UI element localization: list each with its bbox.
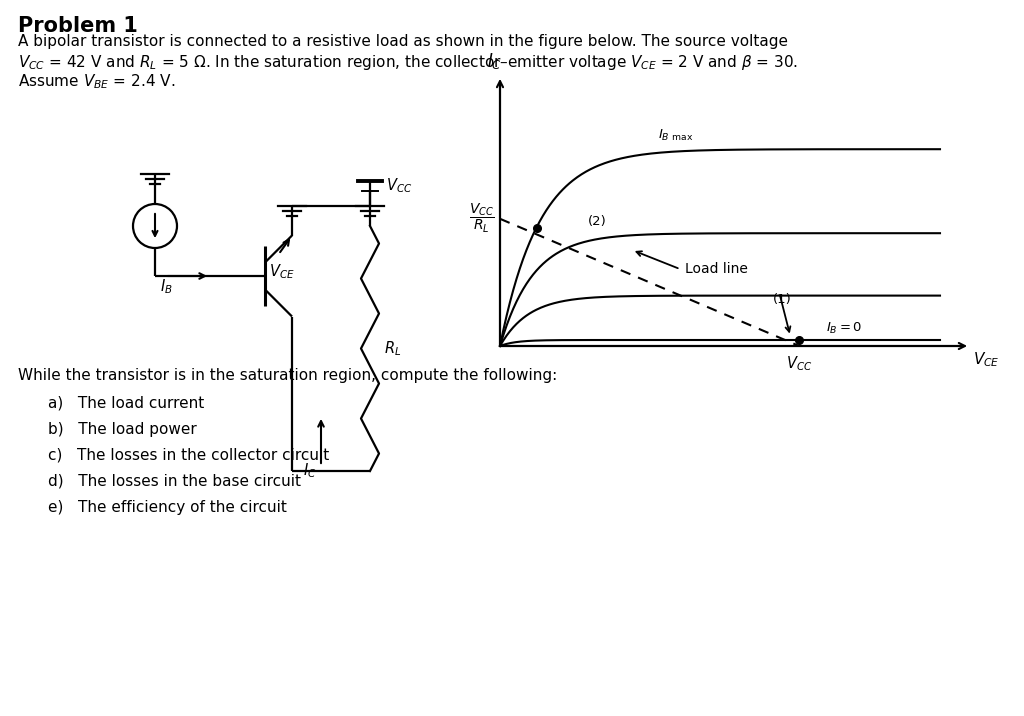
Text: $V_{CC}$ = 42 V and $R_L$ = 5 Ω. In the saturation region, the collector–emitter: $V_{CC}$ = 42 V and $R_L$ = 5 Ω. In the … — [18, 53, 798, 72]
Text: c)   The losses in the collector circuit: c) The losses in the collector circuit — [48, 448, 330, 463]
Text: a)   The load current: a) The load current — [48, 396, 204, 411]
Text: (1): (1) — [773, 293, 792, 306]
Text: b)   The load power: b) The load power — [48, 422, 197, 437]
Text: $\dfrac{V_{CC}}{R_L}$: $\dfrac{V_{CC}}{R_L}$ — [469, 202, 494, 236]
Text: $R_L$: $R_L$ — [384, 339, 401, 358]
Text: $V_{CC}$: $V_{CC}$ — [386, 177, 413, 195]
Text: $V_{CC}$: $V_{CC}$ — [786, 354, 812, 373]
Text: $I_C$: $I_C$ — [302, 461, 316, 480]
Text: Problem 1: Problem 1 — [18, 16, 138, 36]
Text: $I_C$: $I_C$ — [486, 51, 502, 71]
Text: Load line: Load line — [685, 262, 748, 276]
Text: $I_B=0$: $I_B=0$ — [825, 321, 862, 336]
Text: $I_{B\ \mathrm{max}}$: $I_{B\ \mathrm{max}}$ — [658, 127, 693, 142]
Text: $V_{CE}$: $V_{CE}$ — [269, 262, 295, 281]
Text: (2): (2) — [588, 216, 607, 228]
Text: While the transistor is in the saturation region, compute the following:: While the transistor is in the saturatio… — [18, 368, 557, 383]
Text: $V_{CE}$: $V_{CE}$ — [973, 350, 999, 369]
Text: Assume $V_{BE}$ = 2.4 V.: Assume $V_{BE}$ = 2.4 V. — [18, 72, 175, 91]
Text: e)   The efficiency of the circuit: e) The efficiency of the circuit — [48, 500, 287, 515]
Text: $I_B$: $I_B$ — [160, 277, 173, 296]
Text: d)   The losses in the base circuit: d) The losses in the base circuit — [48, 474, 301, 489]
Text: A bipolar transistor is connected to a resistive load as shown in the figure bel: A bipolar transistor is connected to a r… — [18, 34, 788, 49]
